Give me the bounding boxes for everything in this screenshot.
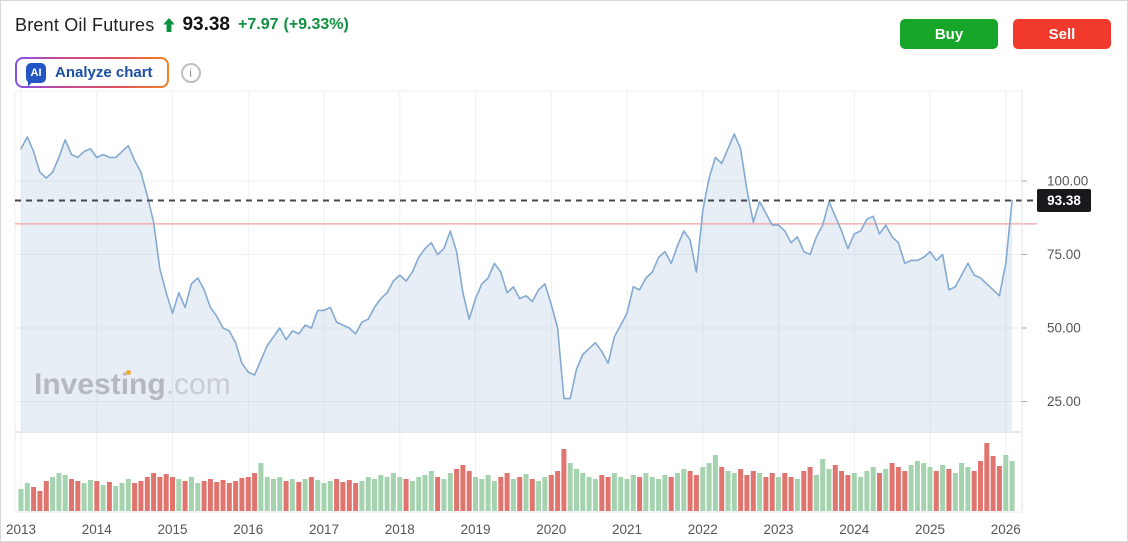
trade-buttons: Buy Sell [900, 19, 1111, 49]
chart-toolbar: AI Analyze chart i [15, 57, 201, 88]
svg-text:75.00: 75.00 [1047, 247, 1081, 262]
svg-text:2023: 2023 [763, 522, 793, 537]
watermark-tld: .com [165, 368, 231, 401]
info-icon[interactable]: i [180, 62, 201, 83]
svg-text:2018: 2018 [385, 522, 415, 537]
svg-text:2016: 2016 [233, 522, 263, 537]
analyze-chart-button[interactable]: AI Analyze chart [15, 57, 169, 88]
svg-text:2026: 2026 [991, 522, 1021, 537]
svg-text:2015: 2015 [157, 522, 187, 537]
svg-text:2025: 2025 [915, 522, 945, 537]
watermark-brand: Investing [34, 368, 166, 401]
svg-text:2019: 2019 [460, 522, 490, 537]
x-axis-labels: 2013 2014 2015 2016 2017 2018 2019 2020 2021 2022… [6, 522, 1021, 537]
svg-text:100.00: 100.00 [1047, 174, 1088, 189]
analyze-chart-label: Analyze chart [55, 64, 153, 81]
grid-lines [14, 90, 1022, 511]
sell-button[interactable]: Sell [1013, 19, 1111, 49]
svg-text:2021: 2021 [612, 522, 642, 537]
axis-lines [15, 91, 1027, 513]
ai-chat-icon: AI [26, 62, 46, 83]
svg-text:25.00: 25.00 [1047, 394, 1081, 409]
price-line [20, 133, 1013, 400]
svg-text:2024: 2024 [839, 522, 870, 537]
price-change-percent: (+9.33%) [283, 16, 349, 33]
up-arrow-icon [163, 18, 176, 32]
last-price: 93.38 [182, 14, 230, 35]
y-axis-labels: 100.00 75.00 50.00 25.00 [1047, 174, 1088, 410]
svg-text:2013: 2013 [6, 522, 36, 537]
svg-text:2020: 2020 [536, 522, 566, 537]
page-title: Brent Oil Futures [15, 14, 155, 35]
volume-bars [18, 443, 1015, 511]
price-change: +7.97 [238, 16, 279, 33]
price-area-fill [21, 134, 1013, 431]
svg-text:2014: 2014 [82, 522, 113, 537]
svg-text:2022: 2022 [688, 522, 718, 537]
buy-button[interactable]: Buy [900, 19, 998, 49]
svg-text:2017: 2017 [309, 522, 339, 537]
instrument-header: Brent Oil Futures 93.38 +7.97 (+9.33%) [15, 14, 349, 36]
current-price-tag: 93.38 [1037, 189, 1091, 212]
svg-text:50.00: 50.00 [1047, 321, 1081, 336]
brand-orange-dot-icon [126, 370, 131, 375]
investing-com-watermark: Investing.com [34, 368, 231, 402]
